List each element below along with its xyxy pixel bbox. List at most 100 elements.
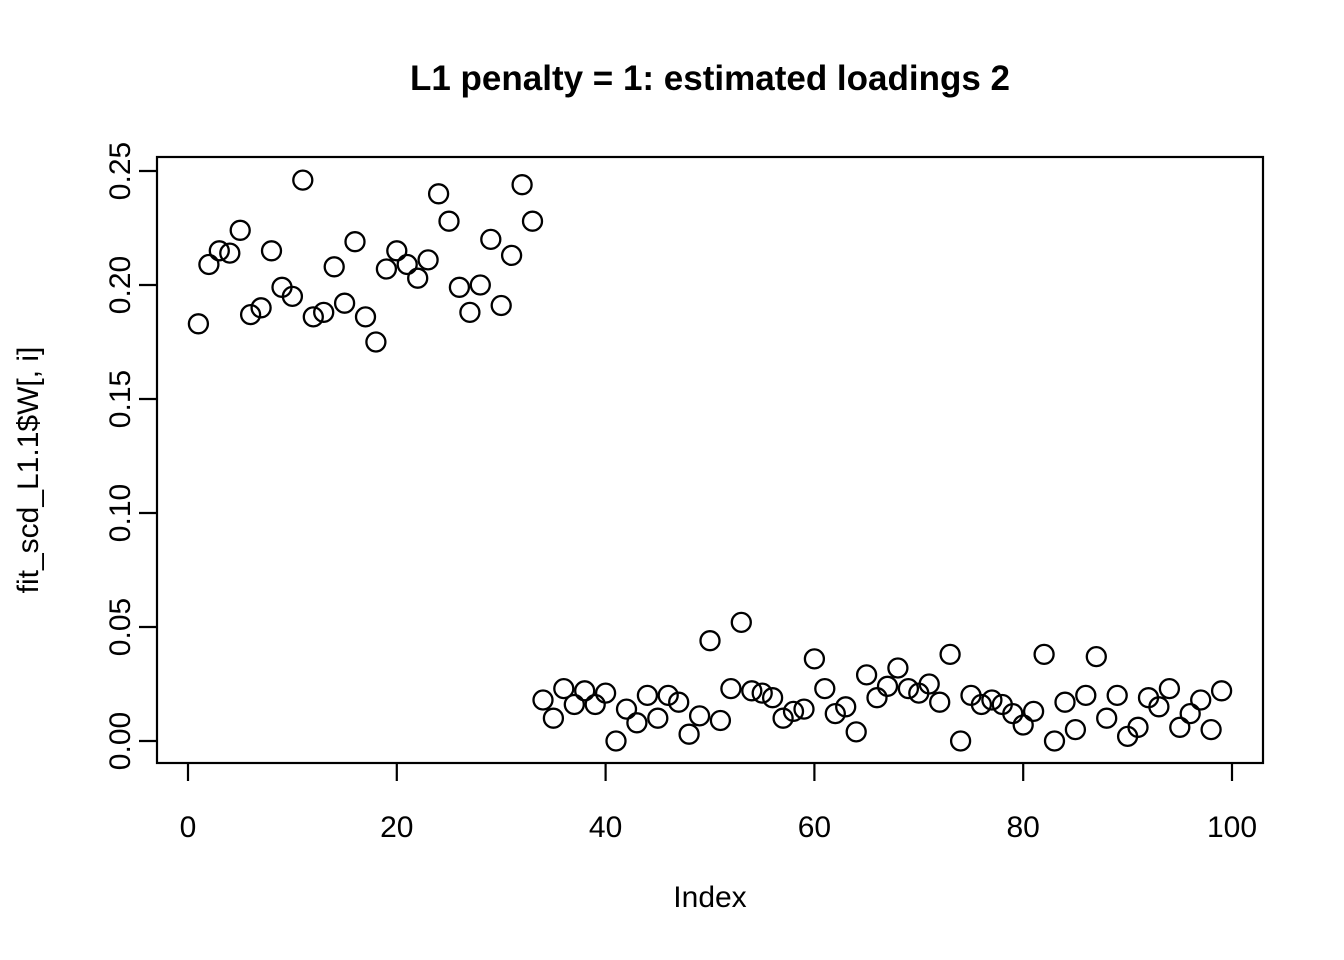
x-tick-label: 60: [798, 811, 831, 844]
data-point: [584, 693, 606, 716]
data-point: [688, 705, 711, 727]
data-point: [918, 673, 940, 695]
data-point: [1106, 684, 1128, 707]
data-point: [250, 297, 272, 319]
data-point: [866, 687, 888, 709]
x-tick-label: 100: [1207, 811, 1257, 844]
data-point: [469, 274, 491, 296]
x-axis-ticks: 0 20 40 60 80 100: [180, 763, 1257, 844]
data-point: [574, 680, 596, 702]
data-point: [386, 240, 408, 262]
data-point: [824, 702, 846, 725]
data-point: [198, 253, 220, 276]
data-point: [375, 258, 398, 280]
data-point: [1210, 680, 1233, 702]
data-point: [657, 684, 679, 707]
data-point: [511, 174, 533, 196]
data-point: [814, 677, 836, 700]
data-point: [260, 240, 283, 262]
y-axis-title: fit_scd_L1.1$W[, i]: [12, 347, 45, 594]
data-point: [678, 723, 700, 745]
data-point: [239, 303, 262, 326]
data-point: [480, 228, 502, 251]
data-point: [699, 630, 721, 652]
data-point: [1043, 730, 1066, 752]
data-point: [302, 306, 324, 328]
data-point: [1064, 718, 1087, 741]
data-point: [929, 691, 951, 713]
data-point: [1022, 700, 1045, 723]
data-point: [647, 707, 669, 729]
data-point: [845, 721, 867, 743]
data-point: [741, 680, 763, 702]
data-point: [365, 331, 387, 353]
data-point: [459, 301, 481, 324]
data-point: [981, 689, 1003, 711]
plot-area-border: [155, 155, 1265, 765]
data-point: [772, 707, 794, 729]
x-axis-title: Index: [673, 881, 746, 914]
chart-title: L1 penalty = 1: estimated loadings 2: [410, 59, 1010, 98]
data-point: [970, 693, 993, 716]
y-tick-label: 0.00: [104, 712, 137, 770]
data-point: [333, 292, 356, 314]
data-point: [292, 169, 314, 191]
data-point: [594, 682, 617, 704]
data-point: [1085, 645, 1107, 668]
data-point: [1190, 689, 1212, 711]
data-point: [876, 675, 899, 697]
data-point: [761, 687, 784, 709]
y-tick-label: 0.15: [104, 370, 137, 428]
data-point: [939, 643, 961, 666]
data-point: [1148, 696, 1170, 718]
data-point: [887, 657, 909, 679]
data-point: [793, 698, 815, 720]
data-point: [730, 611, 752, 634]
data-point: [417, 249, 439, 271]
data-point: [532, 689, 554, 711]
data-point: [219, 242, 241, 264]
data-point: [448, 276, 471, 298]
data-point: [897, 677, 920, 700]
data-point: [626, 712, 648, 734]
data-point: [636, 684, 659, 707]
data-point: [521, 210, 544, 232]
data-point: [563, 693, 585, 716]
data-point: [553, 677, 575, 700]
y-tick-label: 0.10: [104, 484, 137, 542]
data-point: [542, 707, 565, 729]
x-tick-label: 0: [180, 811, 197, 844]
data-point: [438, 210, 460, 232]
data-point: [407, 267, 429, 289]
data-point: [313, 301, 335, 324]
data-point: [490, 294, 512, 317]
x-tick-label: 40: [589, 811, 622, 844]
data-point: [281, 285, 304, 308]
y-tick-label: 0.20: [104, 256, 137, 314]
data-point: [720, 677, 742, 700]
data-point: [396, 253, 418, 276]
data-point: [323, 256, 345, 278]
data-point: [855, 664, 878, 686]
y-tick-label: 0.25: [104, 142, 137, 200]
y-tick-label: 0.05: [104, 598, 137, 656]
data-point: [605, 730, 627, 752]
data-point: [229, 219, 251, 241]
data-point: [803, 648, 826, 670]
data-point: [354, 306, 377, 328]
x-tick-label: 80: [1007, 811, 1040, 844]
data-point: [427, 183, 450, 205]
data-point: [782, 700, 805, 723]
y-axis-ticks: 0.00 0.05 0.10 0.15 0.20 0.25: [104, 142, 157, 770]
data-point: [1127, 716, 1149, 738]
data-point: [1158, 677, 1181, 700]
data-point: [500, 244, 523, 267]
data-point: [1075, 684, 1097, 707]
data-point: [1179, 702, 1201, 725]
data-point: [835, 696, 857, 718]
data-point: [1200, 718, 1222, 741]
data-point: [1012, 714, 1034, 736]
data-point: [615, 698, 638, 720]
data-point: [668, 691, 690, 713]
